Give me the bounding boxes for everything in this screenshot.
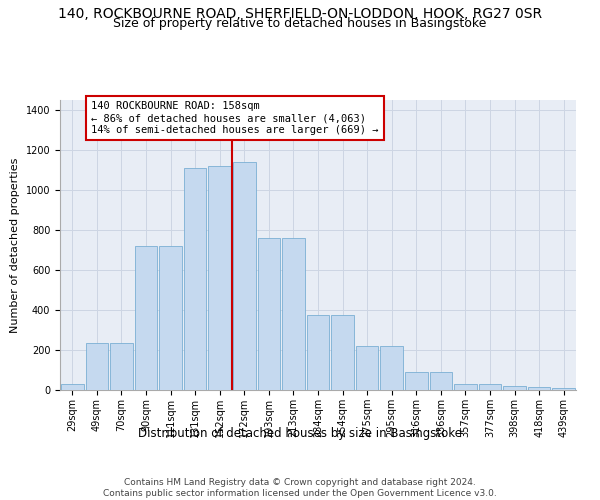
Bar bbox=[479, 384, 502, 390]
Text: Distribution of detached houses by size in Basingstoke: Distribution of detached houses by size … bbox=[138, 428, 462, 440]
Bar bbox=[553, 388, 575, 390]
Bar bbox=[307, 315, 329, 390]
Bar bbox=[159, 246, 182, 390]
Y-axis label: Number of detached properties: Number of detached properties bbox=[10, 158, 20, 332]
Bar bbox=[282, 238, 305, 390]
Bar bbox=[503, 386, 526, 390]
Text: Contains HM Land Registry data © Crown copyright and database right 2024.
Contai: Contains HM Land Registry data © Crown c… bbox=[103, 478, 497, 498]
Bar bbox=[430, 372, 452, 390]
Bar bbox=[356, 346, 379, 390]
Text: 140, ROCKBOURNE ROAD, SHERFIELD-ON-LODDON, HOOK, RG27 0SR: 140, ROCKBOURNE ROAD, SHERFIELD-ON-LODDO… bbox=[58, 8, 542, 22]
Bar bbox=[134, 246, 157, 390]
Bar bbox=[528, 387, 550, 390]
Bar bbox=[233, 162, 256, 390]
Bar bbox=[208, 166, 231, 390]
Bar bbox=[86, 343, 108, 390]
Bar bbox=[454, 384, 477, 390]
Bar bbox=[405, 372, 428, 390]
Text: 140 ROCKBOURNE ROAD: 158sqm
← 86% of detached houses are smaller (4,063)
14% of : 140 ROCKBOURNE ROAD: 158sqm ← 86% of det… bbox=[91, 102, 379, 134]
Text: Size of property relative to detached houses in Basingstoke: Size of property relative to detached ho… bbox=[113, 18, 487, 30]
Bar bbox=[184, 168, 206, 390]
Bar bbox=[61, 384, 83, 390]
Bar bbox=[380, 346, 403, 390]
Bar bbox=[110, 343, 133, 390]
Bar bbox=[331, 315, 354, 390]
Bar bbox=[257, 238, 280, 390]
